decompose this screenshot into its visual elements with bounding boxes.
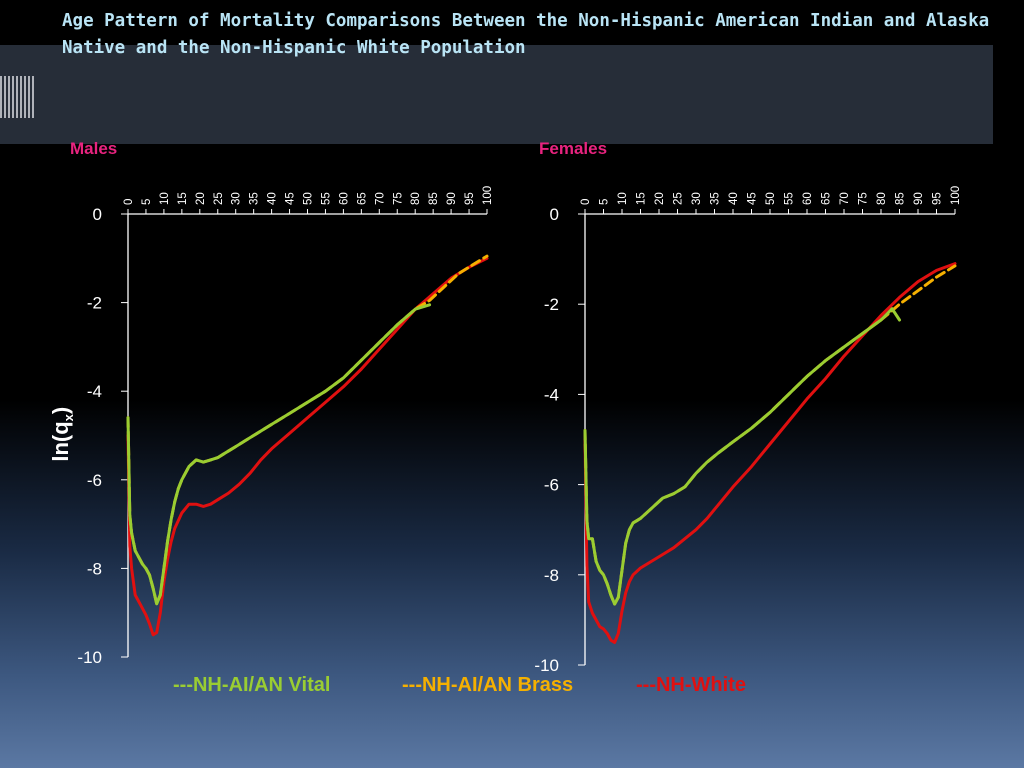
females-x-tick-label: 65 <box>821 192 833 205</box>
females-x-tick-label: 80 <box>876 192 888 205</box>
females-series-vital <box>583 307 901 606</box>
females-x-tick-label: 90 <box>913 192 925 205</box>
males-panel-title: Males <box>70 139 118 158</box>
females-x-tick-label: 20 <box>654 192 666 205</box>
males-x-tick-label: 90 <box>446 192 458 205</box>
males-x-tick-label: 80 <box>410 192 422 205</box>
males-y-tick-label: -8 <box>87 559 102 578</box>
males-x-tick-label: 50 <box>303 192 315 205</box>
males-x-tick-label: 15 <box>177 192 189 205</box>
females-panel-title: Females <box>539 139 608 158</box>
decorative-stripes <box>0 76 36 118</box>
females-series-white <box>583 262 957 644</box>
females-x-tick-label: 100 <box>950 186 962 205</box>
males-y-tick-label: 0 <box>93 205 102 224</box>
males-x-tick-label: 25 <box>213 192 225 205</box>
females-y-tick-label: -4 <box>544 385 559 404</box>
males-y-tick-label: -10 <box>77 648 102 667</box>
males-x-tick-label: 95 <box>464 192 476 205</box>
legend-brass: ---NH-AI/AN Brass <box>402 674 574 696</box>
females-x-tick-label: 60 <box>802 192 814 205</box>
females-x-tick-label: 0 <box>580 199 592 205</box>
males-x-tick-label: 30 <box>231 192 243 205</box>
females-y-tick-label: 0 <box>550 205 559 224</box>
females-x-tick-label: 5 <box>599 199 611 205</box>
males-series-vital <box>126 303 432 606</box>
females-x-tick-label: 75 <box>858 192 870 205</box>
legend: ---NH-AI/AN Vital ---NH-AI/AN Brass ---N… <box>0 674 1024 700</box>
females-x-tick-label: 30 <box>691 192 703 205</box>
males-x-tick-label: 45 <box>285 192 297 205</box>
males-x-tick-label: 100 <box>482 186 494 205</box>
females-y-tick-label: -8 <box>544 566 559 585</box>
males-y-tick-label: -6 <box>87 471 102 490</box>
males-x-tick-label: 5 <box>141 199 153 205</box>
females-x-tick-label: 10 <box>617 192 629 205</box>
females-y-tick-label: -6 <box>544 476 559 495</box>
legend-vital: ---NH-AI/AN Vital <box>173 674 331 696</box>
females-x-tick-label: 50 <box>765 192 777 205</box>
males-series-white <box>126 256 489 637</box>
males-y-tick-label: -2 <box>87 294 102 313</box>
females-y-tick-label: -10 <box>534 656 559 675</box>
males-x-tick-label: 20 <box>195 192 207 205</box>
legend-white: ---NH-White <box>636 674 746 696</box>
males-x-tick-label: 65 <box>356 192 368 205</box>
males-y-tick-label: -4 <box>87 382 102 401</box>
females-series-brass <box>583 264 957 606</box>
males-x-tick-label: 55 <box>320 192 332 205</box>
males-x-tick-label: 85 <box>428 192 440 205</box>
females-x-tick-label: 35 <box>710 192 722 205</box>
females-x-tick-label: 40 <box>728 192 740 205</box>
males-x-tick-label: 70 <box>374 192 386 205</box>
males-x-tick-label: 75 <box>392 192 404 205</box>
title-band <box>0 45 993 144</box>
males-x-tick-label: 0 <box>123 199 135 205</box>
males-x-tick-label: 40 <box>267 192 279 205</box>
males-x-tick-label: 10 <box>159 192 171 205</box>
females-x-tick-label: 15 <box>636 192 648 205</box>
females-x-tick-label: 25 <box>673 192 685 205</box>
males-x-tick-label: 35 <box>249 192 261 205</box>
males-x-tick-label: 60 <box>338 192 350 205</box>
page-title: Age Pattern of Mortality Comparisons Bet… <box>62 11 990 58</box>
males-series-brass <box>126 254 489 606</box>
females-y-tick-label: -2 <box>544 295 559 314</box>
females-x-tick-label: 85 <box>895 192 907 205</box>
females-x-tick-label: 55 <box>784 192 796 205</box>
females-x-tick-label: 45 <box>747 192 759 205</box>
females-x-tick-label: 70 <box>839 192 851 205</box>
females-x-tick-label: 95 <box>932 192 944 205</box>
